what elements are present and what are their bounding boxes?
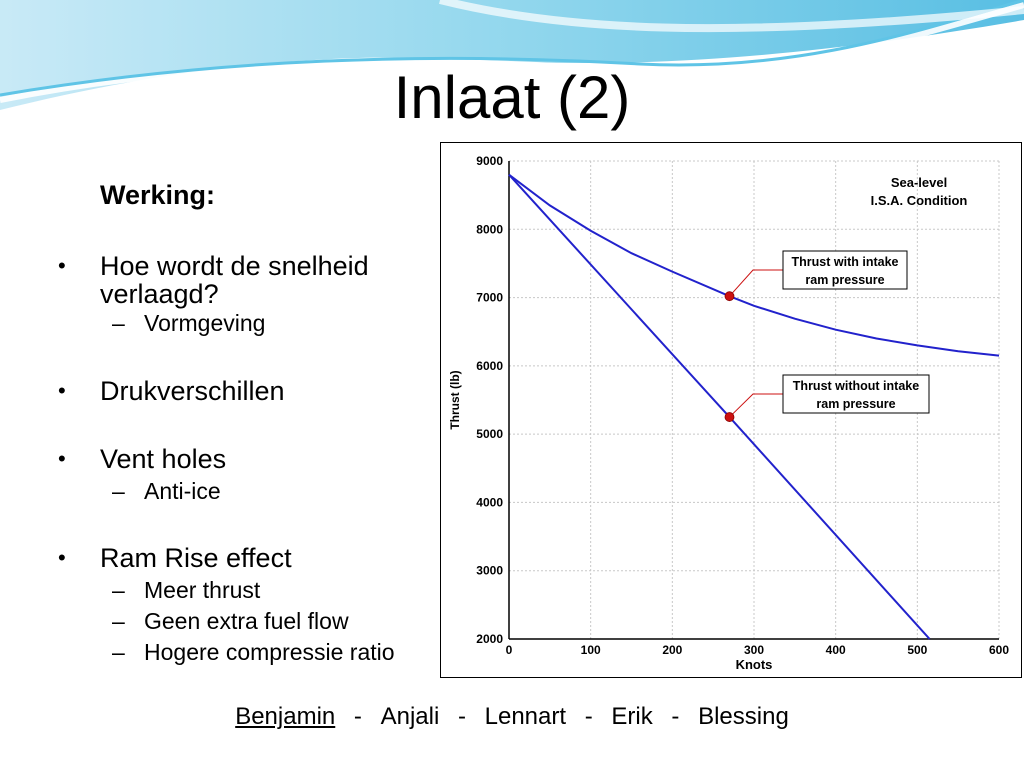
bullet-symbol: •	[58, 545, 66, 570]
callout-leader	[729, 393, 783, 418]
footer-separator: -	[353, 703, 362, 730]
x-tick-label: 100	[581, 643, 601, 657]
sub-text: Hogere compressie ratio	[144, 639, 395, 665]
footer-separator: -	[457, 703, 466, 730]
bullet-text: Drukverschillen	[100, 376, 285, 406]
sub-text: Anti-ice	[144, 478, 221, 504]
slide-title: Inlaat (2)	[393, 64, 631, 131]
bullet-text: Ram Rise effect	[100, 543, 292, 573]
x-tick-label: 400	[826, 643, 846, 657]
dash-symbol: –	[112, 310, 125, 336]
dash-symbol: –	[112, 478, 125, 504]
footer-name: Anjali	[380, 703, 440, 730]
thrust-chart: 0 100 200 300 400 500 600 2000 3000 4000 5000 6000 7…	[448, 154, 1009, 672]
y-tick-label: 5000	[476, 427, 503, 441]
bullet-symbol: •	[58, 446, 66, 471]
y-tick-label: 3000	[476, 564, 503, 578]
callout-leader	[729, 269, 783, 297]
bullet-symbol: •	[58, 378, 66, 403]
y-axis-label: Thrust (lb)	[448, 370, 462, 429]
footer-separator: -	[584, 703, 593, 730]
x-axis-label: Knots	[736, 657, 773, 672]
footer-separator: -	[671, 703, 680, 730]
condition-label: I.S.A. Condition	[871, 193, 968, 208]
x-tick-label: 600	[989, 643, 1009, 657]
y-tick-label: 4000	[476, 495, 503, 509]
condition-label: Sea-level	[891, 175, 947, 190]
footer-name: Blessing	[698, 703, 789, 730]
series-label: Thrust without intake	[793, 379, 919, 393]
series-label: ram pressure	[805, 273, 884, 287]
dash-symbol: –	[112, 577, 125, 603]
callout-box	[782, 250, 908, 290]
footer-names: Benjamin - Anjali - Lennart - Erik - Ble…	[0, 703, 1024, 731]
sub-text: Vormgeving	[144, 310, 266, 336]
footer-name: Benjamin	[235, 703, 336, 730]
footer-name: Lennart	[484, 703, 567, 730]
y-tick-label: 9000	[476, 154, 503, 168]
section-heading: Werking:	[100, 180, 216, 210]
x-tick-label: 500	[907, 643, 927, 657]
sub-text: Meer thrust	[144, 577, 261, 603]
bullet-text: Hoe wordt de snelheid verlaagd?	[100, 251, 369, 309]
dash-symbol: –	[112, 639, 125, 665]
sub-text: Geen extra fuel flow	[144, 608, 349, 634]
x-tick-label: 0	[506, 643, 513, 657]
series-label: ram pressure	[816, 397, 895, 411]
bullet-text: Vent holes	[100, 444, 227, 474]
thrust-chart-frame: 0 100 200 300 400 500 600 2000 3000 4000 5000 6000 7…	[440, 142, 1022, 678]
footer-name: Erik	[611, 703, 653, 730]
wave-banner	[0, 0, 1024, 110]
y-tick-label: 8000	[476, 222, 503, 236]
x-tick-label: 200	[662, 643, 682, 657]
series-marker	[724, 412, 735, 422]
y-tick-label: 6000	[476, 359, 503, 373]
bullet-symbol: •	[58, 253, 66, 278]
y-tick-label: 2000	[476, 632, 503, 646]
dash-symbol: –	[112, 608, 125, 634]
series-marker	[724, 291, 735, 302]
series-line	[508, 173, 1000, 357]
y-tick-label: 7000	[476, 291, 503, 305]
series-label: Thrust with intake	[792, 255, 899, 269]
callout-box	[782, 374, 930, 414]
x-tick-label: 300	[744, 643, 764, 657]
